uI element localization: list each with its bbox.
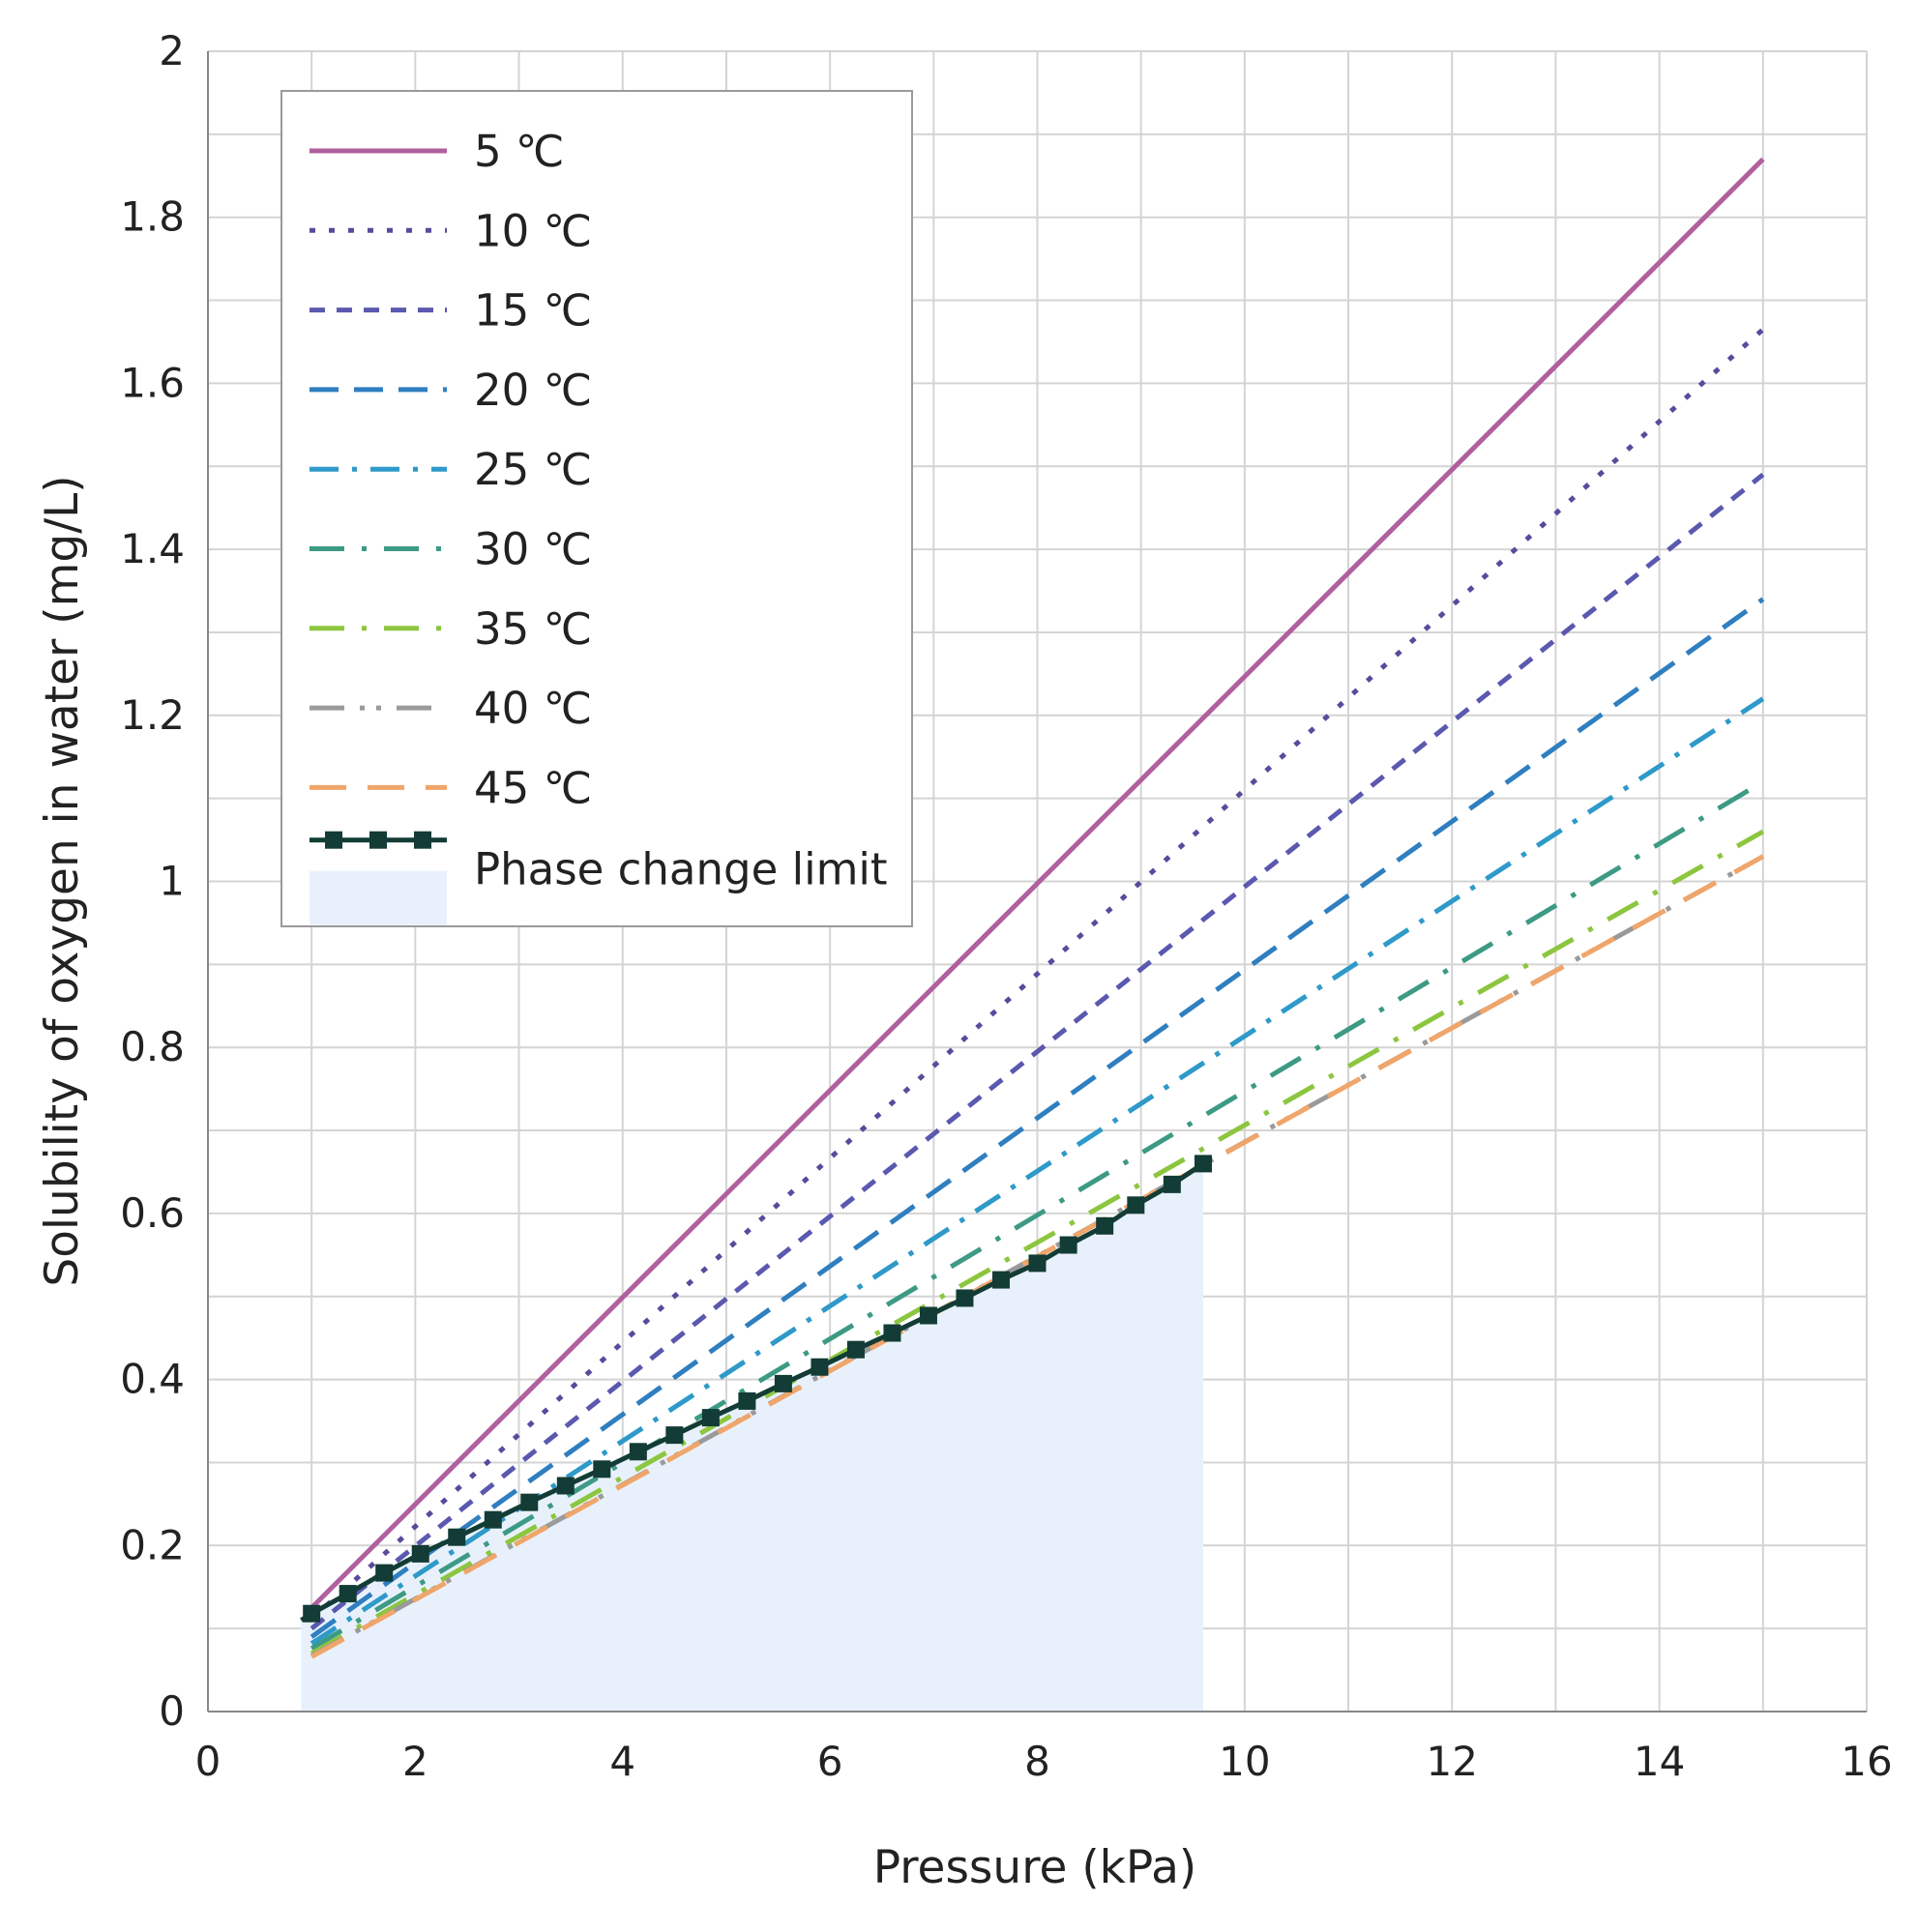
- phase-change-marker: [665, 1426, 684, 1445]
- legend: 5 ℃ 10 ℃ 15 ℃ 20 ℃ 25 ℃ 30 ℃ 35 ℃ 40 ℃ 45 ℃ Phase…: [280, 90, 913, 927]
- legend-label: 5 ℃: [474, 126, 564, 177]
- phase-change-marker: [556, 1477, 575, 1495]
- x-tick-label: 2: [402, 1738, 428, 1785]
- tick-labels: 0 2 4 6 8 10 12 14 16 0 0.2 0.4 0.6 0.8 1 1.2 1.4 1.6 1.8 2: [120, 27, 1893, 1785]
- phase-change-marker: [1194, 1155, 1212, 1173]
- legend-swatch-marker: [369, 831, 387, 849]
- phase-change-marker: [1127, 1196, 1145, 1215]
- x-tick-label: 0: [195, 1738, 221, 1785]
- x-tick-label: 6: [817, 1738, 843, 1785]
- phase-change-marker: [1059, 1236, 1077, 1254]
- legend-swatch-marker: [325, 831, 342, 849]
- series-line-0: [310, 157, 1765, 1610]
- x-tick-label: 14: [1634, 1738, 1685, 1785]
- phase-change-marker: [1163, 1175, 1181, 1193]
- phase-change-marker: [593, 1460, 611, 1478]
- y-tick-label: 1: [159, 858, 185, 905]
- x-tick-label: 8: [1024, 1738, 1050, 1785]
- y-tick-label: 1.8: [120, 193, 185, 241]
- series-line-3: [310, 597, 1765, 1639]
- legend-swatch-marker: [414, 831, 431, 849]
- y-tick-label: 0.4: [120, 1356, 185, 1403]
- phase-change-marker: [339, 1585, 357, 1603]
- series-line-2: [310, 472, 1765, 1631]
- phase-change-marker: [1096, 1216, 1114, 1235]
- y-tick-label: 1.4: [120, 525, 185, 572]
- phase-change-marker: [883, 1324, 901, 1342]
- axes: [207, 51, 1867, 1712]
- phase-change-marker: [1028, 1254, 1047, 1273]
- y-tick-label: 1.6: [120, 359, 185, 406]
- legend-label: Phase change limit: [474, 844, 888, 895]
- legend-label: 10 ℃: [474, 205, 592, 256]
- phase-change-marker: [520, 1493, 539, 1511]
- x-tick-label: 10: [1219, 1738, 1270, 1785]
- series-lines: [300, 157, 1765, 1659]
- phase-change-marker: [375, 1564, 394, 1582]
- y-tick-label: 0.8: [120, 1023, 185, 1070]
- phase-change-marker: [629, 1443, 647, 1461]
- phase-change-marker: [448, 1528, 466, 1546]
- phase-change-marker: [484, 1510, 502, 1529]
- phase-change-marker: [846, 1340, 865, 1359]
- legend-label: 25 ℃: [474, 444, 592, 495]
- phase-change-marker: [919, 1306, 937, 1325]
- phase-change-marker: [303, 1604, 321, 1623]
- phase-change-marker: [738, 1391, 756, 1410]
- legend-label: 20 ℃: [474, 365, 592, 416]
- series-line-4: [310, 696, 1765, 1646]
- phase-change-marker: [774, 1374, 792, 1392]
- phase-change-marker: [701, 1409, 720, 1427]
- phase-change-marker: [991, 1271, 1010, 1289]
- legend-swatch-fill: [310, 870, 447, 925]
- phase-change-marker: [811, 1358, 829, 1376]
- y-tick-label: 2: [159, 27, 185, 74]
- series-line-5: [310, 779, 1765, 1651]
- legend-label: 40 ℃: [474, 683, 592, 734]
- y-tick-label: 0.6: [120, 1189, 185, 1237]
- legend-box: [280, 90, 913, 927]
- y-tick-label: 0.2: [120, 1521, 185, 1568]
- phase-change-marker: [956, 1289, 974, 1307]
- phase-change-marker: [411, 1544, 429, 1563]
- phase-change-area: [301, 1163, 1203, 1712]
- y-tick-label: 1.2: [120, 691, 185, 739]
- y-axis-title: Solubility of oxygen in water (mg/L): [36, 475, 89, 1286]
- legend-label: 30 ℃: [474, 524, 592, 575]
- x-axis-title: Pressure (kPa): [873, 1841, 1197, 1894]
- legend-label: 45 ℃: [474, 762, 592, 813]
- phase-change-fill: [301, 1163, 1203, 1712]
- x-tick-label: 12: [1427, 1738, 1478, 1785]
- series-line-6: [310, 829, 1765, 1656]
- y-tick-label: 0: [159, 1687, 185, 1735]
- legend-label: 35 ℃: [474, 603, 592, 655]
- x-tick-label: 4: [609, 1738, 635, 1785]
- series-line-1: [310, 327, 1765, 1621]
- legend-label: 15 ℃: [474, 285, 592, 337]
- series-line-7: [310, 854, 1765, 1658]
- x-tick-label: 16: [1841, 1738, 1892, 1785]
